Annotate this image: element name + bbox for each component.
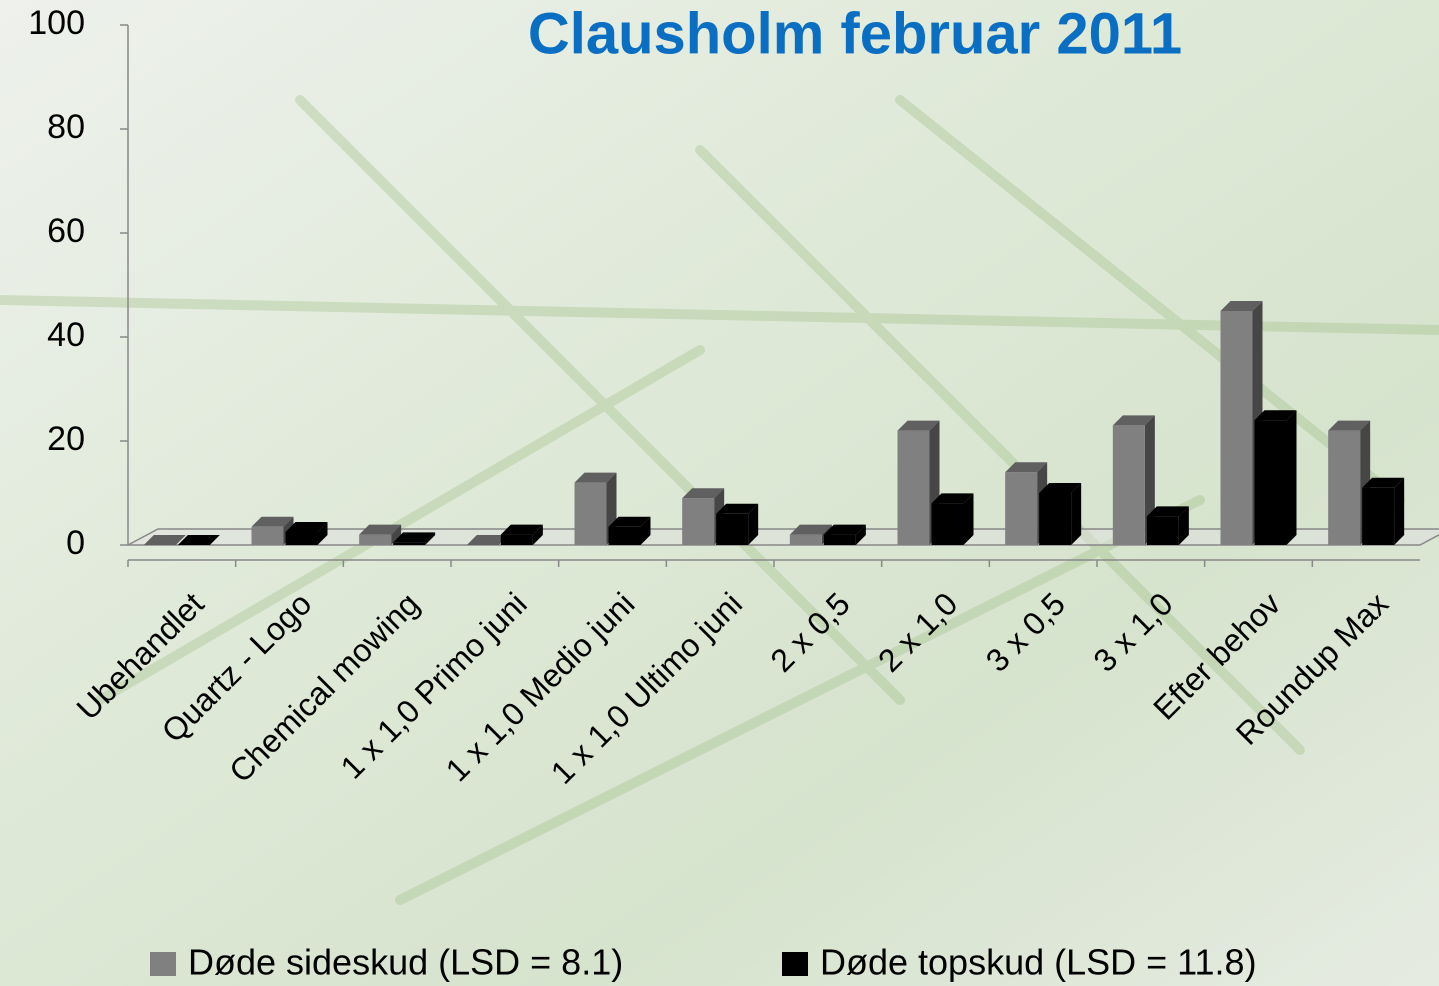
bar-side — [391, 524, 402, 545]
bar — [897, 430, 930, 545]
bar — [1220, 311, 1253, 545]
bar — [393, 542, 426, 545]
legend-swatch — [150, 952, 176, 976]
bar-top — [1254, 410, 1297, 421]
y-tick-label: 40 — [47, 316, 85, 354]
bar-side — [317, 522, 328, 545]
bar — [1112, 425, 1145, 545]
bar-side — [855, 524, 866, 545]
bar-top — [1328, 420, 1371, 431]
bar-side — [532, 524, 543, 545]
bar — [500, 534, 533, 545]
bar-side — [1071, 483, 1082, 545]
bar-side — [963, 493, 974, 545]
legend-label: Døde topskud (LSD = 11.8) — [820, 942, 1257, 983]
bar-top — [931, 493, 974, 504]
bar — [682, 498, 715, 545]
bar-top — [359, 524, 402, 535]
bar-top — [897, 420, 940, 431]
bar-side — [1178, 506, 1189, 545]
bar-top — [1220, 301, 1263, 311]
bar — [931, 503, 964, 545]
legend-label: Døde sideskud (LSD = 8.1) — [188, 942, 623, 983]
bar — [574, 482, 607, 545]
floor — [127, 528, 1439, 546]
chart-title: Clausholm februar 2011 — [528, 1, 1182, 66]
bar — [1146, 516, 1179, 545]
needle-decoration — [0, 95, 1439, 905]
bar-top — [823, 524, 866, 535]
bar-top — [1146, 506, 1189, 517]
bar-top — [716, 503, 759, 514]
bar-side — [1286, 410, 1297, 545]
bar-side — [1394, 477, 1405, 545]
y-tick-label: 20 — [47, 420, 85, 458]
bar — [716, 513, 749, 545]
bar-top — [285, 522, 328, 532]
bar — [285, 532, 318, 545]
bar — [789, 534, 822, 545]
bar-side — [640, 516, 651, 545]
y-tick-label: 80 — [47, 108, 85, 146]
bar-side — [748, 503, 759, 545]
bar-top — [393, 532, 436, 543]
bar-side — [425, 532, 436, 545]
bar — [1328, 430, 1361, 545]
bar-top — [608, 516, 651, 527]
bar-top — [251, 516, 294, 527]
bar-top — [1005, 462, 1048, 473]
y-tick-label: 60 — [47, 212, 85, 250]
bar — [359, 534, 392, 545]
bar-top — [1112, 415, 1155, 426]
bar-top — [1362, 477, 1405, 488]
y-tick-label: 0 — [66, 524, 85, 562]
bar-top — [143, 535, 186, 545]
bar-top — [574, 472, 617, 483]
bar-top — [682, 488, 725, 499]
bar — [1005, 472, 1038, 545]
bar-top — [1039, 483, 1082, 493]
bar — [1362, 487, 1395, 545]
bar — [608, 526, 641, 545]
bar — [1039, 493, 1072, 545]
bar — [251, 526, 284, 545]
bar-top — [789, 524, 832, 535]
y-tick-label: 100 — [28, 4, 85, 42]
bar — [823, 534, 856, 545]
bar-top — [500, 524, 543, 535]
legend-swatch — [782, 952, 808, 976]
bar-top — [466, 535, 509, 545]
bar-top — [177, 535, 220, 545]
bar — [1254, 420, 1287, 545]
